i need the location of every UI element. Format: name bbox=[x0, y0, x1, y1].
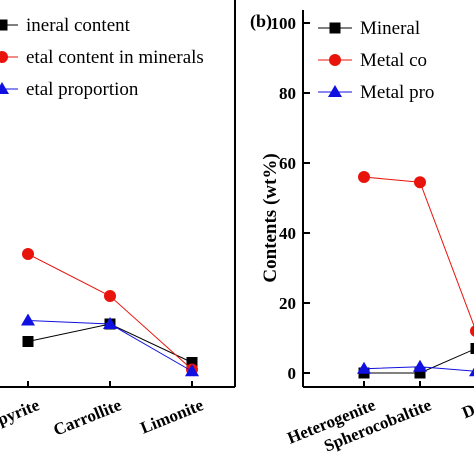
panel-a-legend-label-0: ineral content bbox=[26, 15, 131, 36]
panel-a-legend-label-1: etal content in minerals bbox=[26, 47, 204, 68]
panel-b-series-1-point-2 bbox=[470, 325, 474, 337]
panel-a-series-0-point-2 bbox=[186, 357, 198, 368]
panel-b-y-tick-label: 0 bbox=[288, 364, 297, 383]
panel-a-series-1-point-0 bbox=[22, 248, 34, 260]
panel-b-legend-marker-1 bbox=[329, 54, 341, 66]
panel-a-series-1-line bbox=[27, 253, 193, 370]
panel-a-legend-marker-1 bbox=[0, 51, 8, 63]
panel-a-legend-marker-2 bbox=[0, 82, 9, 94]
panel-b-y-tick-label: 100 bbox=[271, 14, 297, 33]
panel-b-series-1-line bbox=[363, 176, 474, 328]
panel-b-x-tick-label: Dol bbox=[459, 395, 474, 422]
panel-a: opyrite Carrollite Limonite ineral content… bbox=[0, 0, 236, 440]
panel-a-series-0-point-0 bbox=[22, 336, 34, 347]
panel-b-legend-label-2: Metal pro bbox=[360, 82, 434, 103]
panel-b-series-2-point-2 bbox=[469, 367, 474, 377]
panel-b-series-0-point-2 bbox=[470, 343, 474, 354]
panel-b-label: (b) bbox=[250, 11, 272, 32]
panel-a-x-tick-label: Limonite bbox=[138, 395, 207, 438]
panel-a-series-2-point-2 bbox=[185, 364, 199, 377]
panel-b-y-axis-label: Contents (wt%) bbox=[260, 153, 281, 282]
panel-b-y-tick-label: 20 bbox=[279, 294, 296, 313]
panel-b-y-tick-label: 40 bbox=[279, 224, 296, 243]
panel-b-legend-label-0: Mineral bbox=[360, 18, 420, 39]
panel-a-series-2-point-1 bbox=[103, 317, 117, 329]
panel-a-legend-marker-0 bbox=[0, 19, 8, 31]
panel-b-y-tick-label: 60 bbox=[279, 154, 296, 173]
panel-b-legend-label-1: Metal co bbox=[360, 50, 427, 71]
panel-b-series-0-point-1 bbox=[414, 367, 426, 379]
panel-a-series-2-point-0 bbox=[21, 313, 35, 326]
panel-b-legend-marker-0 bbox=[329, 22, 341, 34]
panel-b-series-1-point-1 bbox=[414, 176, 426, 189]
panel-b-legend-marker-2 bbox=[328, 85, 342, 97]
panel-a-legend-label-2: etal proportion bbox=[26, 79, 139, 100]
panel-b-y-tick-label: 80 bbox=[279, 84, 296, 103]
panel-b-series-2-point-1 bbox=[413, 359, 427, 372]
panel-b-series-2-point-0 bbox=[357, 361, 371, 374]
panel-a-x-tick-label: opyrite bbox=[0, 395, 42, 432]
panel-b-series-1-point-0 bbox=[358, 171, 370, 183]
panel-a-x-tick-label: Carrollite bbox=[51, 395, 125, 440]
panel-a-series-1-point-1 bbox=[104, 290, 116, 302]
